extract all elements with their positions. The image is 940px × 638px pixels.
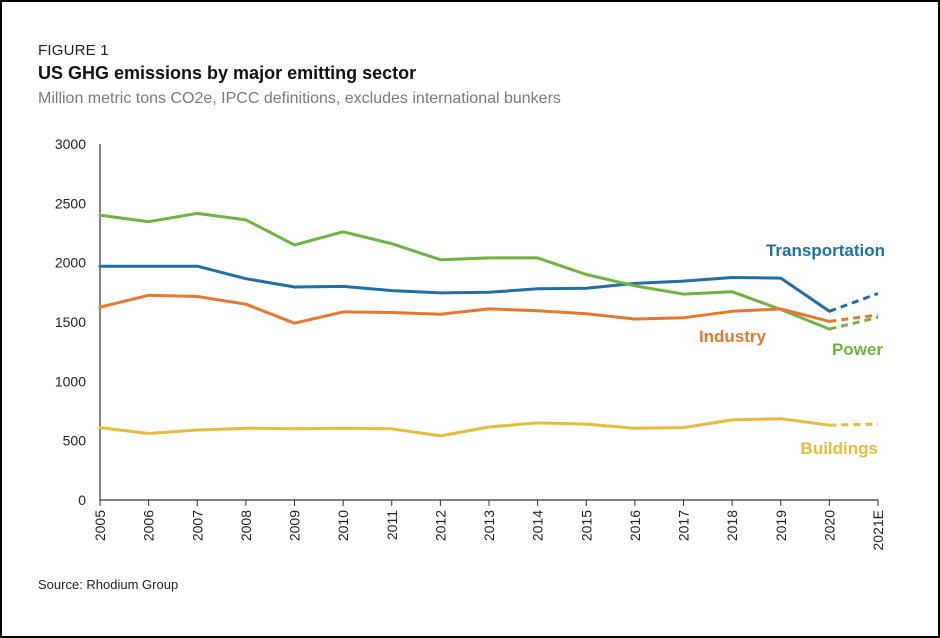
- series-label-transportation: Transportation: [766, 241, 885, 260]
- series-label-industry: Industry: [699, 327, 767, 346]
- y-tick-label: 2000: [55, 255, 86, 271]
- x-tick-label: 2005: [92, 510, 108, 541]
- x-tick-label: 2006: [141, 510, 157, 541]
- series-line-transportation: [98, 264, 831, 313]
- y-tick-label: 500: [63, 433, 87, 449]
- series-estimate-power: [829, 315, 879, 331]
- x-tick-label: 2012: [432, 510, 448, 541]
- x-tick-label: 2013: [481, 510, 497, 541]
- series-estimate-transportation: [828, 292, 879, 313]
- series-estimate-buildings: [829, 422, 879, 427]
- series-line-buildings: [98, 417, 831, 438]
- chart-title: US GHG emissions by major emitting secto…: [38, 63, 417, 83]
- series-line-power: [98, 211, 831, 331]
- x-tick-label: 2008: [238, 510, 254, 541]
- x-tick-label: 2019: [773, 510, 789, 541]
- x-tick-label: 2015: [578, 510, 594, 541]
- x-tick-label: 2011: [384, 510, 400, 540]
- x-tick-label: 2014: [530, 510, 546, 541]
- y-tick-label: 0: [78, 492, 86, 508]
- chart-subtitle: Million metric tons CO2e, IPCC definitio…: [38, 90, 561, 107]
- x-tick-label: 2007: [189, 510, 205, 541]
- x-tick-label: 2009: [287, 510, 303, 541]
- x-tick-label: 2016: [627, 510, 643, 541]
- x-tick-label: 2021E: [870, 510, 886, 550]
- series-label-power: Power: [832, 340, 883, 359]
- x-tick-label: 2020: [821, 510, 837, 541]
- x-tick-label: 2010: [335, 510, 351, 541]
- source-note: Source: Rhodium Group: [38, 577, 179, 592]
- x-tick-label: 2017: [676, 510, 692, 541]
- x-tick-label: 2018: [724, 510, 740, 541]
- y-tick-label: 1000: [55, 373, 86, 389]
- series-line-industry: [98, 293, 831, 325]
- y-tick-label: 3000: [55, 136, 86, 152]
- series-estimate-industry: [829, 313, 879, 323]
- y-tick-label: 1500: [55, 314, 86, 330]
- figure-label: FIGURE 1: [38, 42, 109, 59]
- y-tick-label: 2500: [55, 195, 86, 211]
- series-label-buildings: Buildings: [801, 439, 878, 458]
